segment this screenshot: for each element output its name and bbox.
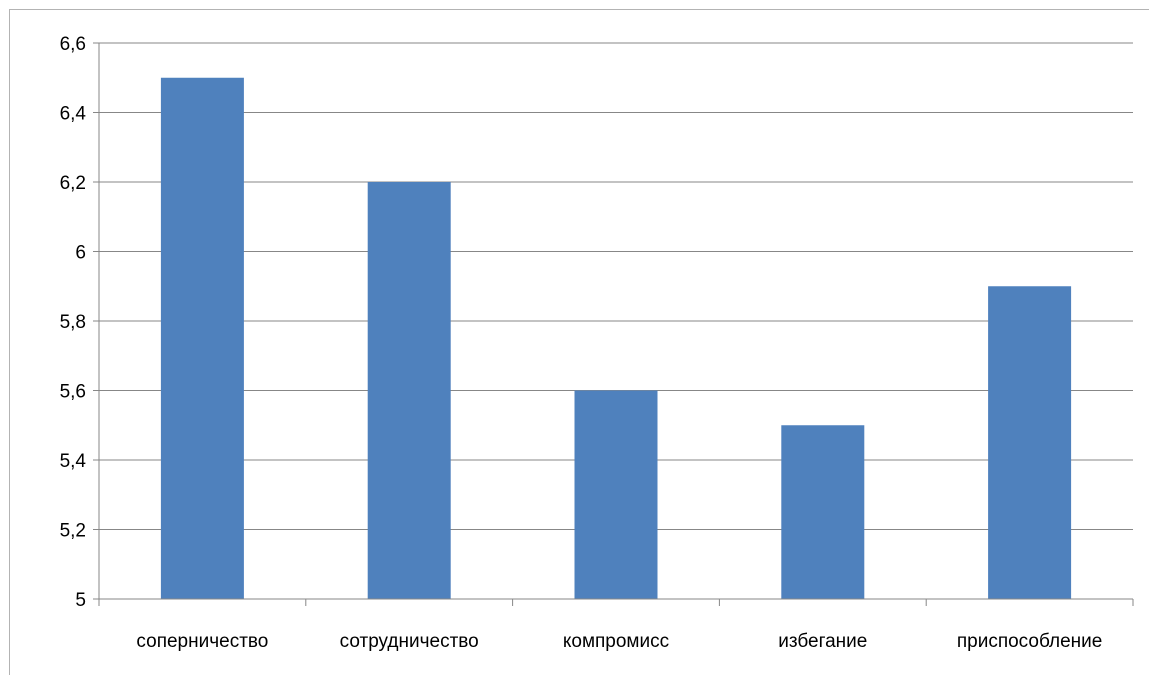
x-category-label: компромисс [563, 631, 669, 652]
y-tick-label: 6,6 [60, 34, 86, 55]
bar-2 [367, 182, 451, 599]
bars [160, 77, 1072, 599]
axes [93, 42, 1134, 606]
x-category-label: сотрудничество [340, 631, 479, 652]
y-tick-label: 6,2 [60, 173, 86, 194]
y-tick-label: 5,2 [60, 521, 86, 542]
x-category-label: соперничество [136, 631, 268, 652]
y-tick-label: 5,8 [60, 312, 86, 333]
y-tick-label: 6,4 [60, 104, 87, 125]
bar-5 [988, 286, 1072, 599]
x-category-label: избегание [778, 631, 867, 652]
bar-3 [574, 390, 658, 599]
y-tick-label: 5,4 [60, 451, 87, 472]
labels: 5 5,2 5,4 5,6 5,8 6 6,2 6,4 6,6 соперничество сотр… [60, 34, 1103, 652]
y-tick-label: 5 [75, 590, 86, 611]
x-category-label: приспособление [957, 631, 1102, 652]
y-tick-label: 6 [75, 243, 86, 264]
bar-1 [160, 77, 244, 599]
y-tick-label: 5,6 [60, 382, 86, 403]
bar-4 [781, 425, 865, 599]
